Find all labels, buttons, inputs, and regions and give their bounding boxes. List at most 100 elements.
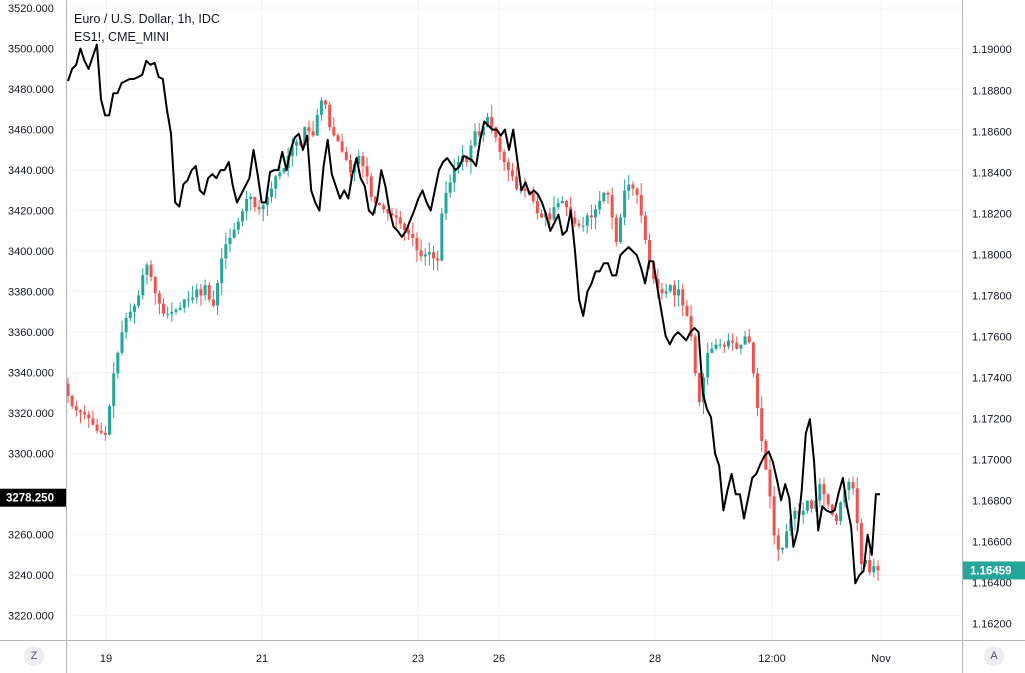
candle (182, 298, 186, 313)
candle (839, 501, 843, 526)
left-tick-label: 3320.000 (8, 408, 54, 420)
candle (872, 558, 876, 578)
candle (166, 306, 170, 319)
left-tick-label: 3460.000 (8, 125, 54, 137)
candle (440, 207, 444, 262)
time-tick-label: Nov (871, 653, 891, 665)
candle (589, 204, 593, 230)
candle (739, 344, 743, 355)
candle (87, 410, 91, 429)
left-badge-value: 3278.250 (6, 493, 54, 505)
time-tick-label: 28 (649, 653, 661, 665)
candle (448, 174, 452, 198)
candle (498, 135, 502, 160)
left-tick-label: 3520.000 (8, 3, 54, 15)
candle (452, 158, 456, 193)
scale-zoom-button[interactable]: Z (24, 646, 44, 666)
eurusd-candles (66, 97, 880, 581)
right-tick-label: 1.17400 (972, 372, 1012, 384)
left-tick-label: 3340.000 (8, 368, 54, 380)
price-badges: 3278.250 1.16459 (0, 488, 1025, 580)
candle (174, 308, 178, 315)
left-tick-label: 3220.000 (8, 611, 54, 623)
candle (307, 120, 311, 142)
candle (319, 97, 323, 121)
candle (207, 281, 211, 303)
candle (826, 493, 830, 509)
candle (627, 174, 631, 200)
candle (199, 283, 203, 306)
candle (456, 155, 460, 174)
right-tick-label: 1.16400 (972, 578, 1012, 590)
candle (415, 232, 419, 263)
candle (240, 208, 244, 227)
time-scale[interactable]: 19 21 23 26 28 12:00 Nov (100, 653, 891, 665)
auto-scale-button[interactable]: A (984, 646, 1004, 666)
candle (344, 146, 348, 162)
candle (83, 405, 87, 420)
candle (224, 232, 228, 270)
candle (444, 180, 448, 221)
candle (731, 333, 735, 351)
candle (714, 338, 718, 351)
candle (834, 513, 838, 526)
candle (506, 158, 510, 182)
candle (681, 283, 685, 317)
right-tick-label: 1.16600 (972, 537, 1012, 549)
candle (598, 191, 602, 215)
left-tick-label: 3380.000 (8, 287, 54, 299)
candle (386, 208, 390, 221)
left-tick-label: 3300.000 (8, 449, 54, 461)
candle (66, 377, 70, 403)
candle (95, 418, 99, 434)
candle (162, 297, 166, 317)
left-tick-label: 3500.000 (8, 44, 54, 56)
candle (473, 123, 477, 148)
candle (523, 177, 527, 198)
candle (141, 268, 145, 300)
candle (328, 101, 332, 131)
candle (726, 333, 730, 350)
candle (735, 336, 739, 350)
candle (261, 204, 265, 222)
candle (427, 242, 431, 266)
candle (311, 120, 315, 138)
candle (411, 222, 415, 247)
candle (801, 502, 805, 524)
candle (780, 547, 784, 554)
candle (74, 400, 78, 417)
candle (672, 280, 676, 307)
candle (253, 196, 257, 212)
candle (203, 279, 207, 301)
right-last-value-badge: 1.16459 (963, 561, 1025, 580)
candle (398, 210, 402, 229)
candle (419, 239, 423, 262)
right-tick-label: 1.17600 (972, 331, 1012, 343)
candle (120, 320, 124, 356)
candle (743, 330, 747, 345)
right-tick-label: 1.19000 (972, 44, 1012, 56)
left-price-scale[interactable]: 3520.000 3500.000 3480.000 3460.000 3440.000… (8, 3, 54, 623)
candle (294, 138, 298, 156)
candle (772, 485, 776, 545)
candle (249, 193, 253, 211)
time-tick-label: 12:00 (758, 653, 786, 665)
right-price-scale[interactable]: 1.19000 1.18800 1.18600 1.18400 1.18200 1.180… (972, 44, 1012, 630)
candle (540, 209, 544, 218)
candle (697, 372, 701, 407)
candle (70, 394, 74, 410)
candle (91, 410, 95, 426)
candle (706, 342, 710, 385)
candle (876, 560, 880, 581)
candle (805, 500, 809, 514)
left-tick-label: 3360.000 (8, 327, 54, 339)
candle (793, 507, 797, 531)
candle (361, 151, 365, 178)
candle (718, 338, 722, 349)
candle (868, 550, 872, 576)
candle (78, 409, 82, 424)
right-tick-label: 1.18800 (972, 85, 1012, 97)
left-tick-label: 3240.000 (8, 570, 54, 582)
candle (469, 139, 473, 175)
